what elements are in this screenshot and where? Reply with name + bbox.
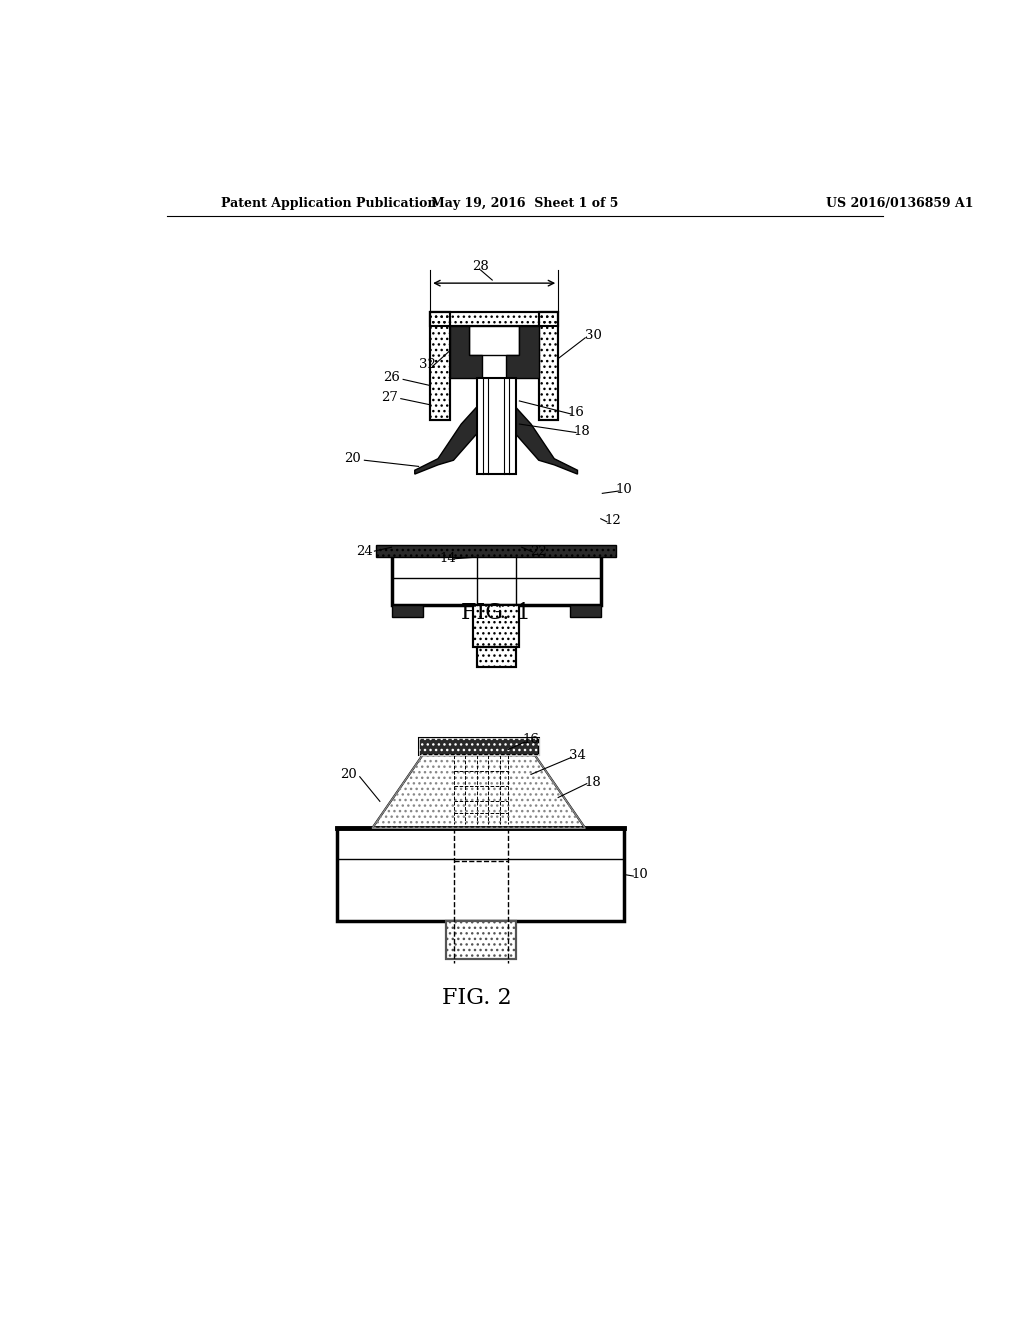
Text: US 2016/0136859 A1: US 2016/0136859 A1 bbox=[825, 197, 973, 210]
Bar bbox=[477, 378, 515, 474]
Bar bbox=[477, 647, 515, 667]
Text: 32: 32 bbox=[420, 358, 436, 371]
Bar bbox=[469, 326, 519, 355]
Bar bbox=[430, 313, 558, 326]
Text: 14: 14 bbox=[439, 552, 457, 565]
Text: 18: 18 bbox=[585, 776, 601, 788]
Polygon shape bbox=[450, 326, 482, 378]
Bar bbox=[337, 829, 624, 921]
Bar bbox=[430, 313, 558, 326]
Bar bbox=[430, 313, 450, 420]
Text: 24: 24 bbox=[356, 545, 373, 557]
Text: 34: 34 bbox=[569, 748, 586, 762]
Text: 18: 18 bbox=[573, 425, 590, 438]
Polygon shape bbox=[509, 378, 578, 474]
Bar bbox=[376, 545, 616, 557]
Bar bbox=[569, 605, 601, 616]
Text: FIG. 1: FIG. 1 bbox=[462, 602, 530, 624]
Text: May 19, 2016  Sheet 1 of 5: May 19, 2016 Sheet 1 of 5 bbox=[431, 197, 618, 210]
Text: 20: 20 bbox=[341, 768, 357, 781]
Bar bbox=[391, 552, 601, 605]
Text: 28: 28 bbox=[472, 260, 489, 273]
Text: 12: 12 bbox=[604, 513, 621, 527]
Bar bbox=[419, 738, 539, 755]
Text: 30: 30 bbox=[585, 329, 601, 342]
Polygon shape bbox=[506, 326, 539, 378]
Text: 22: 22 bbox=[530, 545, 547, 557]
Bar bbox=[419, 738, 539, 755]
Text: 16: 16 bbox=[522, 733, 540, 746]
Polygon shape bbox=[415, 378, 483, 474]
Text: 10: 10 bbox=[631, 869, 648, 880]
Bar bbox=[445, 921, 515, 960]
Bar bbox=[473, 605, 519, 647]
Bar bbox=[539, 313, 558, 420]
Text: 16: 16 bbox=[567, 407, 585, 418]
Text: 27: 27 bbox=[382, 391, 398, 404]
Polygon shape bbox=[372, 755, 586, 829]
Bar bbox=[430, 313, 450, 420]
Text: Patent Application Publication: Patent Application Publication bbox=[221, 197, 436, 210]
Bar bbox=[391, 605, 423, 616]
Text: FIG. 2: FIG. 2 bbox=[442, 987, 512, 1008]
Text: 20: 20 bbox=[344, 453, 361, 465]
Bar bbox=[539, 313, 558, 420]
Bar bbox=[445, 921, 515, 960]
Bar bbox=[473, 605, 519, 647]
Bar bbox=[477, 647, 515, 667]
Text: 10: 10 bbox=[615, 483, 633, 496]
Text: 26: 26 bbox=[383, 371, 400, 384]
